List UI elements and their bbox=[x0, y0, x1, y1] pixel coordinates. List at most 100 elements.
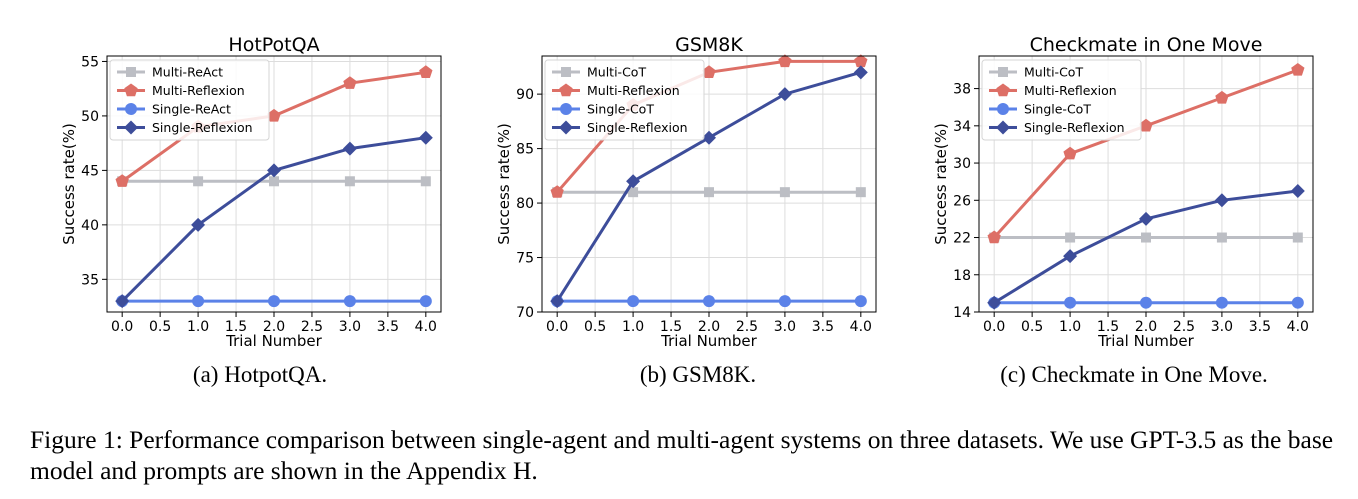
data-point bbox=[987, 230, 1001, 244]
series-multi-cot bbox=[552, 187, 866, 198]
data-point bbox=[628, 187, 639, 198]
x-tick-label: 3.0 bbox=[339, 319, 361, 335]
legend-label: Single-Reflexion bbox=[152, 120, 253, 135]
data-point bbox=[342, 141, 357, 156]
series-single-react bbox=[116, 295, 432, 308]
y-tick-label: 14 bbox=[953, 305, 971, 321]
x-axis-label: Trial Number bbox=[660, 332, 758, 350]
data-point bbox=[626, 174, 641, 189]
data-point bbox=[418, 130, 433, 145]
series-multi-cot bbox=[989, 232, 1303, 243]
legend-swatch-marker bbox=[126, 67, 136, 77]
data-point bbox=[344, 176, 355, 187]
data-point bbox=[1291, 63, 1305, 76]
x-tick-label: 2.0 bbox=[698, 319, 720, 335]
series-single-cot bbox=[551, 295, 867, 308]
data-point bbox=[1063, 249, 1078, 264]
x-tick-label: 4.0 bbox=[850, 319, 872, 335]
legend-swatch-marker bbox=[560, 103, 572, 115]
plot-frame bbox=[978, 55, 1314, 313]
x-axis-label: Trial Number bbox=[225, 332, 323, 350]
x-tick-label: 1.5 bbox=[1097, 319, 1119, 335]
legend-label: Single-CoT bbox=[587, 102, 654, 117]
y-tick-label: 34 bbox=[953, 119, 971, 135]
chart-title: GSM8K bbox=[675, 34, 743, 56]
x-tick-label: 0.0 bbox=[546, 319, 568, 335]
y-axis-label: Success rate(%) bbox=[932, 123, 950, 245]
legend-label: Single-ReAct bbox=[152, 102, 231, 117]
data-point bbox=[419, 295, 432, 308]
data-point bbox=[192, 295, 205, 308]
x-tick-label: 3.0 bbox=[774, 319, 796, 335]
legend: Multi-CoT Multi-Reflexion Single-CoT Single… bbox=[544, 59, 705, 141]
x-tick-label: 3.0 bbox=[1211, 319, 1233, 335]
data-point bbox=[854, 54, 868, 68]
y-tick-label: 26 bbox=[953, 193, 971, 209]
y-tick-label: 75 bbox=[516, 251, 534, 267]
legend-box bbox=[109, 59, 270, 141]
chart-hotpotqa-svg: 0.0 0.5 1.0 1.5 2.0 2.5 3.0 3.5 4.0 35 40 45 50 55 Mul… bbox=[60, 34, 442, 350]
legend-swatch-marker bbox=[561, 67, 571, 77]
legend-swatch-marker bbox=[559, 83, 573, 97]
x-tick-label: 1.0 bbox=[187, 319, 209, 335]
data-point bbox=[1065, 232, 1076, 243]
ticks: 0.0 0.5 1.0 1.5 2.0 2.5 3.0 3.5 4.0 70 75 80 85 90 bbox=[516, 87, 872, 335]
legend-label: Multi-Reflexion bbox=[587, 83, 680, 98]
data-point bbox=[1290, 183, 1305, 198]
y-tick-label: 55 bbox=[81, 54, 99, 70]
data-point bbox=[778, 295, 791, 308]
chart-gsm8k-svg: 0.0 0.5 1.0 1.5 2.0 2.5 3.0 3.5 4.0 70 75 80 85 90 Mul… bbox=[495, 34, 877, 350]
x-tick-label: 2.0 bbox=[1135, 319, 1157, 335]
x-tick-label: 1.5 bbox=[225, 319, 247, 335]
legend-label: Single-Reflexion bbox=[587, 120, 688, 135]
subcaption-a: (a) HotpotQA. bbox=[192, 362, 328, 387]
x-axis-label: Trial Number bbox=[1097, 332, 1195, 350]
y-tick-label: 70 bbox=[516, 305, 534, 321]
data-point bbox=[702, 65, 716, 78]
legend-label: Single-CoT bbox=[1024, 102, 1091, 117]
y-axis-label: Success rate(%) bbox=[60, 123, 78, 245]
data-point bbox=[420, 176, 431, 187]
legend-label: Multi-CoT bbox=[587, 65, 646, 80]
legend: Multi-ReAct Multi-Reflexion Single-ReAct Si… bbox=[109, 59, 270, 141]
subcaption-c: (c) Checkmate in One Move. bbox=[1000, 362, 1268, 387]
x-tick-label: 2.5 bbox=[736, 319, 758, 335]
y-tick-label: 18 bbox=[953, 268, 971, 284]
chart-title: HotPotQA bbox=[228, 34, 319, 56]
data-point bbox=[115, 174, 129, 187]
data-point bbox=[1139, 211, 1153, 226]
data-point bbox=[1064, 296, 1077, 309]
x-tick-label: 0.5 bbox=[1021, 319, 1043, 335]
x-tick-label: 4.0 bbox=[415, 319, 437, 335]
y-tick-label: 50 bbox=[81, 109, 99, 125]
x-tick-label: 3.5 bbox=[812, 319, 834, 335]
y-tick-label: 38 bbox=[953, 82, 971, 98]
data-point bbox=[1292, 232, 1303, 243]
data-point bbox=[1140, 296, 1152, 309]
data-point bbox=[343, 295, 356, 308]
legend-swatch-marker bbox=[124, 83, 138, 97]
chart-checkmate: 0.0 0.5 1.0 1.5 2.0 2.5 3.0 3.5 4.0 14 18 22 26 30 34 3… bbox=[922, 0, 1322, 360]
y-tick-label: 85 bbox=[516, 142, 534, 158]
data-point bbox=[1139, 118, 1153, 132]
data-point bbox=[550, 294, 565, 309]
chart-hotpotqa: 0.0 0.5 1.0 1.5 2.0 2.5 3.0 3.5 4.0 35 40 45 50 55 Mul… bbox=[50, 0, 450, 360]
data-point bbox=[703, 295, 715, 308]
data-point bbox=[268, 295, 280, 308]
x-tick-label: 1.0 bbox=[1059, 319, 1081, 335]
x-tick-label: 0.0 bbox=[983, 319, 1005, 335]
y-tick-label: 80 bbox=[516, 196, 534, 212]
x-tick-label: 3.5 bbox=[377, 319, 399, 335]
x-tick-label: 2.0 bbox=[263, 319, 285, 335]
data-point bbox=[853, 65, 868, 80]
data-point bbox=[267, 108, 281, 122]
x-tick-label: 2.5 bbox=[1173, 319, 1195, 335]
data-point bbox=[1063, 146, 1077, 160]
legend-label: Multi-CoT bbox=[1024, 65, 1083, 80]
legend-label: Multi-Reflexion bbox=[1024, 83, 1117, 98]
y-tick-label: 40 bbox=[81, 218, 99, 234]
legend-swatch-marker bbox=[997, 103, 1009, 115]
y-axis-label: Success rate(%) bbox=[495, 123, 513, 245]
subcaption-b: (b) GSM8K. bbox=[639, 362, 757, 387]
legend-swatch-marker bbox=[125, 103, 137, 115]
